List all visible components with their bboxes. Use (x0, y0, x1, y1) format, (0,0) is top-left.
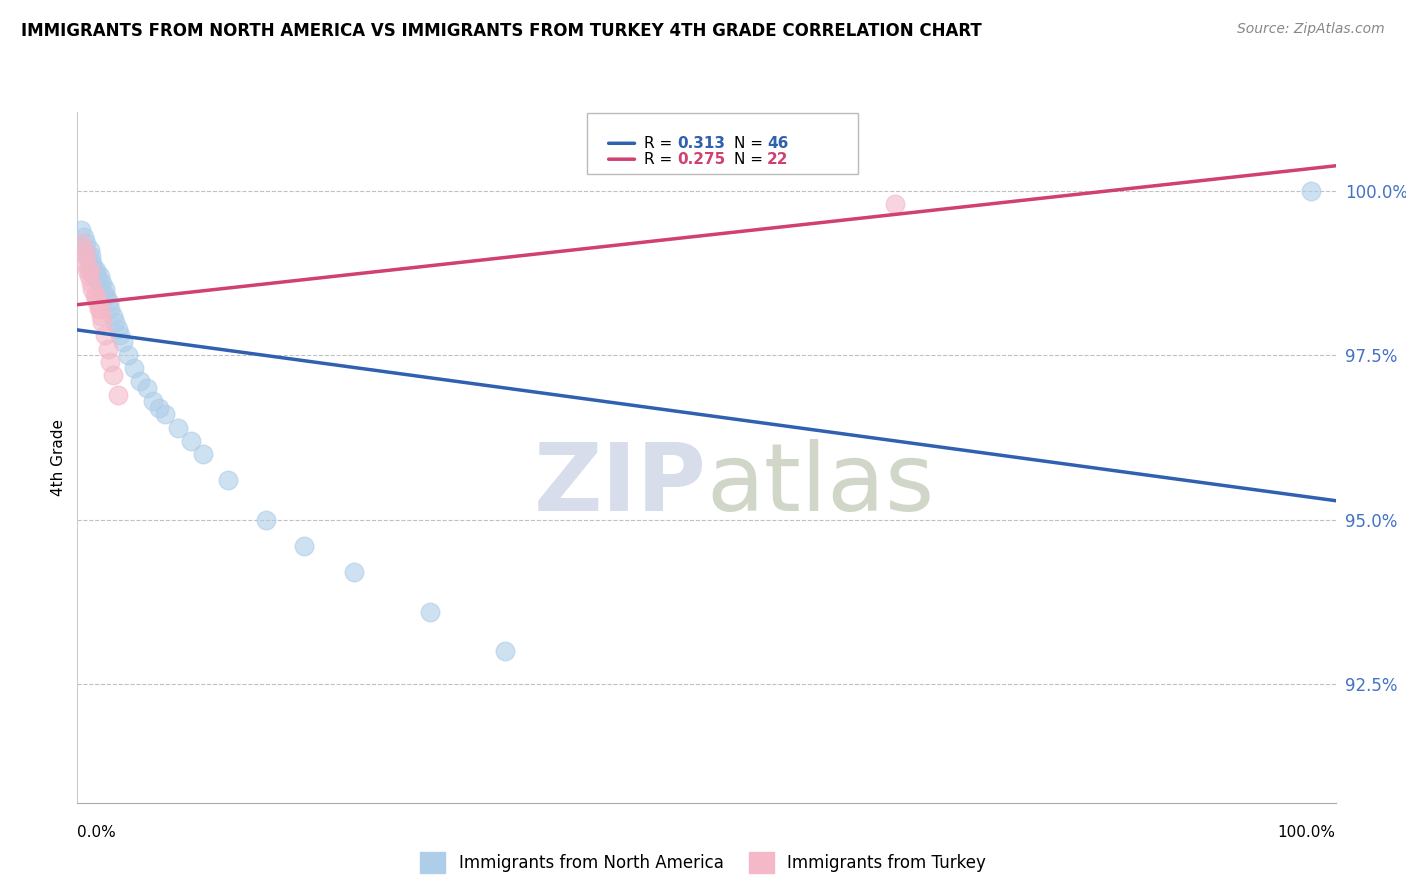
Point (108, 328, 131, 343)
Point (98, 301, 121, 316)
Point (155, 408, 177, 422)
FancyBboxPatch shape (586, 113, 858, 174)
Point (76, 249, 98, 263)
Point (104, 315, 127, 329)
Text: 22: 22 (766, 152, 789, 167)
Point (343, 566, 366, 580)
Point (107, 387, 129, 401)
Point (84, 289, 107, 303)
Point (84, 269, 107, 284)
Point (89, 269, 111, 284)
Point (884, 196, 907, 211)
Text: R =: R = (644, 152, 676, 167)
Point (94, 328, 117, 343)
Point (89, 301, 111, 316)
Point (135, 381, 157, 395)
Y-axis label: 4th Grade: 4th Grade (51, 418, 66, 496)
Text: Source: ZipAtlas.com: Source: ZipAtlas.com (1237, 22, 1385, 37)
Point (167, 420, 190, 434)
Point (96, 342, 118, 356)
Legend: Immigrants from North America, Immigrants from Turkey: Immigrants from North America, Immigrant… (413, 846, 993, 880)
Point (90, 282, 112, 296)
Point (87, 276, 110, 290)
Point (75, 236, 97, 251)
Point (98, 354, 121, 368)
Text: ZIP: ZIP (534, 439, 707, 531)
Point (79, 262, 101, 277)
Text: 100.0%: 100.0% (1278, 825, 1336, 839)
Text: R =: R = (644, 136, 676, 151)
Point (86, 295, 108, 310)
Text: N =: N = (734, 152, 768, 167)
Point (419, 605, 441, 619)
Point (79, 262, 101, 277)
Point (84, 262, 107, 277)
Text: N =: N = (734, 136, 768, 151)
Point (80, 276, 103, 290)
Point (80, 249, 103, 263)
Point (292, 539, 315, 553)
Point (94, 282, 117, 296)
Point (191, 447, 215, 461)
Text: atlas: atlas (707, 439, 935, 531)
Point (96, 289, 118, 303)
Point (93, 289, 115, 303)
Point (77, 256, 100, 270)
Point (254, 513, 277, 527)
Point (82, 282, 104, 296)
Point (75, 249, 97, 263)
Point (87, 301, 110, 316)
Point (86, 269, 108, 284)
Point (90, 309, 112, 323)
Point (180, 434, 202, 448)
Point (148, 401, 170, 415)
Point (217, 473, 239, 487)
Point (72, 229, 94, 244)
Point (79, 243, 101, 257)
Point (70, 236, 93, 251)
Point (91, 315, 114, 329)
Point (73, 256, 96, 270)
Point (101, 309, 124, 323)
Point (101, 368, 124, 382)
Point (129, 375, 152, 389)
Point (83, 262, 105, 277)
Point (91, 276, 114, 290)
Point (77, 269, 100, 284)
Text: 0.275: 0.275 (678, 152, 725, 167)
Point (70, 223, 93, 237)
Point (72, 243, 94, 257)
Point (73, 243, 96, 257)
Text: 0.0%: 0.0% (77, 825, 117, 839)
Point (1299, 184, 1322, 198)
Text: 46: 46 (766, 136, 789, 151)
Point (83, 269, 105, 284)
Point (494, 644, 516, 658)
Point (107, 322, 129, 336)
Point (142, 394, 165, 409)
Point (122, 361, 145, 376)
Point (76, 262, 98, 277)
Text: IMMIGRANTS FROM NORTH AMERICA VS IMMIGRANTS FROM TURKEY 4TH GRADE CORRELATION CH: IMMIGRANTS FROM NORTH AMERICA VS IMMIGRA… (21, 22, 981, 40)
Point (97, 295, 120, 310)
Point (117, 348, 139, 362)
Point (82, 256, 104, 270)
Point (84, 289, 107, 303)
Text: 0.313: 0.313 (678, 136, 725, 151)
Point (111, 334, 134, 349)
